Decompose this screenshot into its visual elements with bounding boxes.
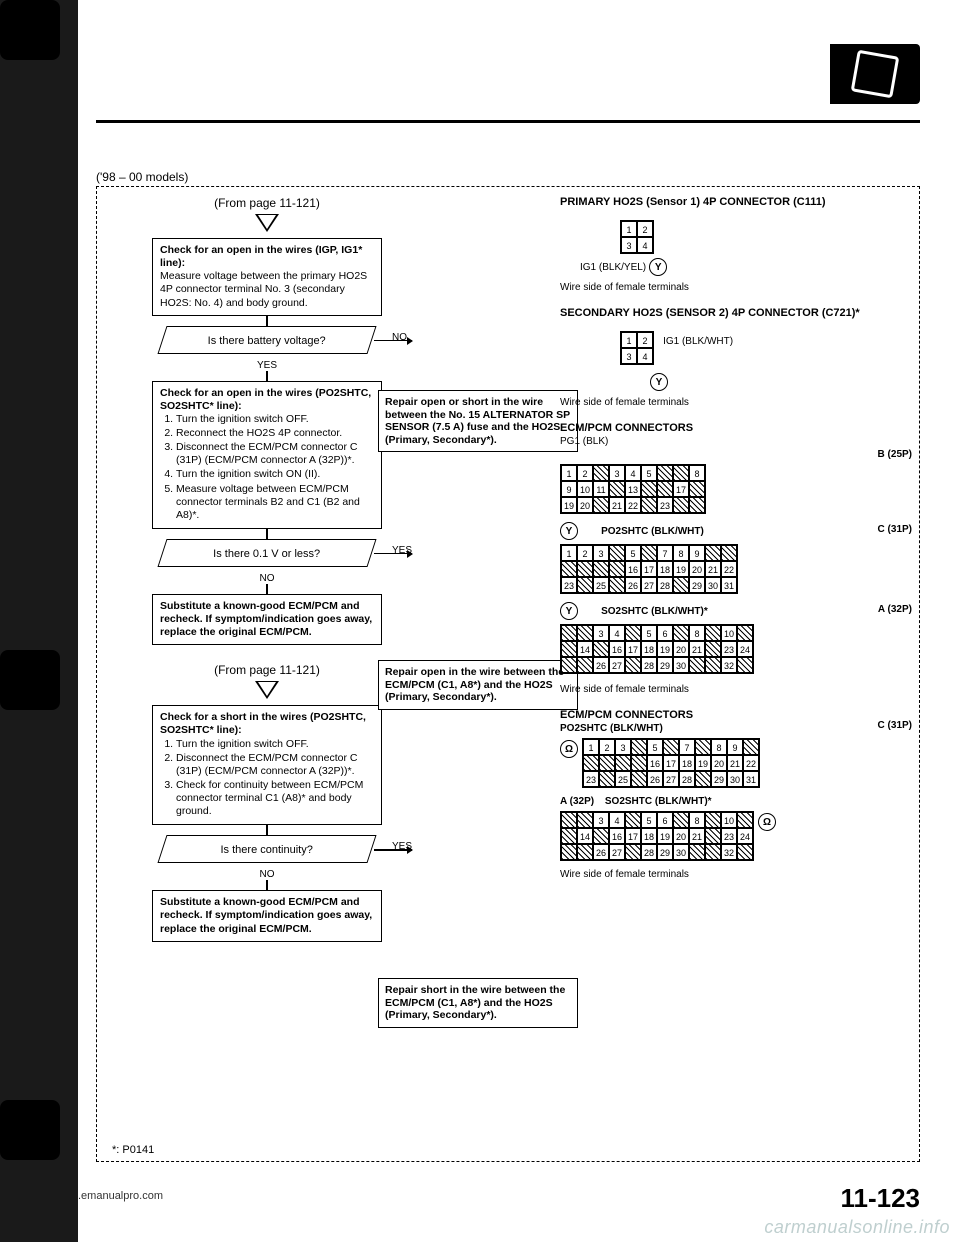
connector-label: B (25P) <box>560 449 912 460</box>
signal-label: PO2SHTC (BLK/WHT) <box>560 723 912 734</box>
connector-c31p: 1235789 16171819202122 2325262728293031 <box>560 544 738 594</box>
triangle-connector-icon: A <box>255 214 279 232</box>
connector-diagrams: PRIMARY HO2S (Sensor 1) 4P CONNECTOR (C1… <box>560 196 912 880</box>
ground-icon: Ω <box>758 813 776 831</box>
signal-label: PO2SHTC (BLK/WHT) <box>601 526 704 537</box>
binding-edge <box>0 0 78 1242</box>
wire-side-note: Wire side of female terminals <box>560 282 912 293</box>
step-title: Check for a short in the wires (PO2SHTC,… <box>160 711 366 736</box>
result-text: Substitute a known-good ECM/PCM and rech… <box>160 896 372 934</box>
signal-label: IG1 (BLK/WHT) <box>663 336 733 347</box>
connector-4p: 12 34 <box>620 331 654 365</box>
connector-label: A (32P) <box>878 604 912 615</box>
page-number: 11-123 <box>840 1183 920 1214</box>
models-note: ('98 – 00 models) <box>96 170 188 184</box>
ground-icon: Ω <box>560 740 578 758</box>
flowchart: (From page 11-121) A Check for an open i… <box>112 196 422 942</box>
repair-box: Repair open or short in the wire between… <box>378 390 578 452</box>
signal-label: SO2SHTC (BLK/WHT)* <box>601 606 708 617</box>
result-box: Substitute a known-good ECM/PCM and rech… <box>152 890 382 941</box>
wire-side-note: Wire side of female terminals <box>560 684 912 695</box>
step-box: Check for an open in the wires (IGP, IG1… <box>152 238 382 316</box>
page-rule <box>96 120 920 123</box>
decision-text: Is there 0.1 V or less? <box>163 540 371 568</box>
connector-label: A (32P) <box>560 796 594 807</box>
ground-icon: Y <box>560 602 578 620</box>
watermark: carmanualsonline.info <box>764 1217 950 1238</box>
repair-box: Repair short in the wire between the ECM… <box>378 978 578 1028</box>
decision-text: Is there battery voltage? <box>163 327 371 355</box>
connector-a32p-2: 3456810 141617181920212324 262728293032 <box>560 811 754 861</box>
from-page-ref: (From page 11-121) <box>112 663 422 677</box>
repair-box: Repair open in the wire between the ECM/… <box>378 660 578 710</box>
decision: Is there 0.1 V or less? YES <box>152 539 382 575</box>
ground-icon: Y <box>560 522 578 540</box>
binder-tab <box>0 0 60 60</box>
footnote: *: P0141 <box>112 1144 154 1156</box>
step-box: Check for an open in the wires (PO2SHTC,… <box>152 381 382 529</box>
connector-title: PRIMARY HO2S (Sensor 1) 4P CONNECTOR (C1… <box>560 196 912 208</box>
step-title: Check for an open in the wires (PO2SHTC,… <box>160 387 371 412</box>
source-label: .emanualpro.com <box>78 1190 163 1202</box>
connector-c31p-2: 1235789 16171819202122 2325262728293031 <box>582 738 760 788</box>
step-body: Measure voltage between the primary HO2S… <box>160 270 367 308</box>
connector-label: C (31P) <box>878 524 912 535</box>
signal-label: IG1 (BLK/YEL) <box>580 262 646 273</box>
connector-4p: 12 34 <box>620 220 654 254</box>
section-logo-icon <box>830 44 920 104</box>
step-list: Turn the ignition switch OFF. Disconnect… <box>160 738 374 819</box>
signal-label: SO2SHTC (BLK/WHT)* <box>605 796 712 807</box>
connector-title: ECM/PCM CONNECTORS <box>560 709 912 721</box>
signal-label: PG1 (BLK) <box>560 436 912 447</box>
connector-a32p: 3456810 141617181920212324 262728293032 <box>560 624 754 674</box>
step-list: Turn the ignition switch OFF. Reconnect … <box>160 413 374 522</box>
step-box: Check for a short in the wires (PO2SHTC,… <box>152 705 382 825</box>
from-page-ref: (From page 11-121) <box>112 196 422 210</box>
decision-text: Is there continuity? <box>163 836 371 864</box>
decision: Is there continuity? YES <box>152 835 382 871</box>
result-text: Substitute a known-good ECM/PCM and rech… <box>160 600 372 638</box>
step-title: Check for an open in the wires (IGP, IG1… <box>160 244 362 269</box>
decision: Is there battery voltage? NO <box>152 326 382 362</box>
ground-icon: Y <box>650 373 668 391</box>
result-box: Substitute a known-good ECM/PCM and rech… <box>152 594 382 645</box>
wire-side-note: Wire side of female terminals <box>560 869 912 880</box>
connector-title: ECM/PCM CONNECTORS <box>560 422 912 434</box>
connector-b25p: 123458 910111317 1920212223 <box>560 464 706 514</box>
triangle-connector-icon: B <box>255 681 279 699</box>
ground-icon: Y <box>649 258 667 276</box>
binder-tab <box>0 1100 60 1160</box>
binder-tab <box>0 650 60 710</box>
wire-side-note: Wire side of female terminals <box>560 397 912 408</box>
connector-title: SECONDARY HO2S (SENSOR 2) 4P CONNECTOR (… <box>560 307 912 319</box>
connector-label: C (31P) <box>878 720 912 731</box>
